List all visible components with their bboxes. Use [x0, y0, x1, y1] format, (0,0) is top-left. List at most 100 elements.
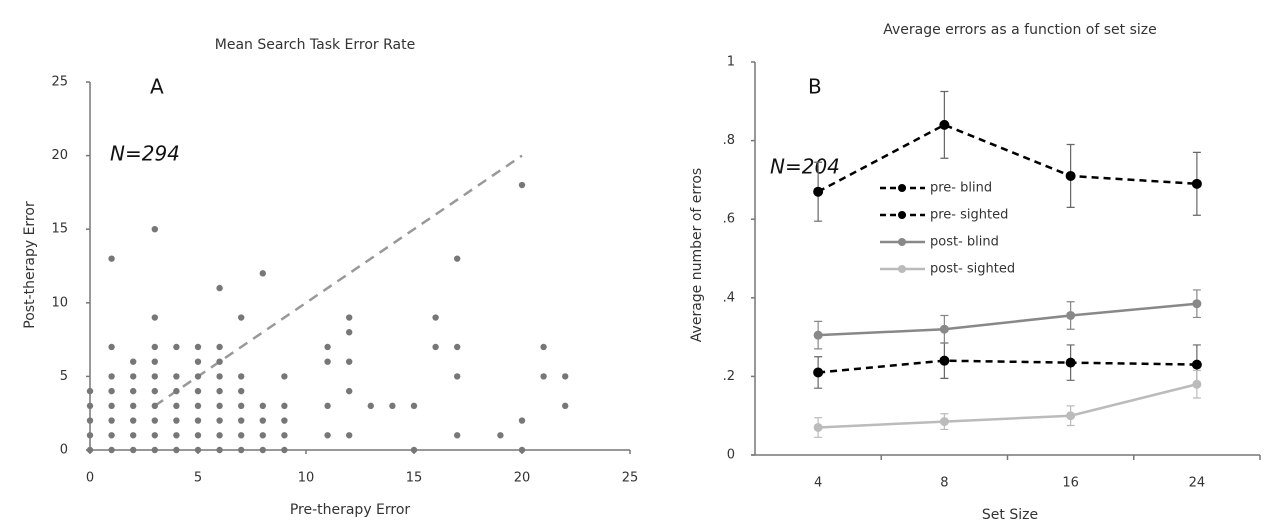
- scatter-point: [216, 432, 223, 439]
- scatter-point: [281, 432, 288, 439]
- annotation: N=204: [770, 155, 840, 179]
- legend-marker: [898, 238, 906, 246]
- scatter-point: [173, 417, 180, 424]
- x-axis-label: Pre-therapy Error: [290, 502, 411, 518]
- series-line: [817, 123, 1197, 193]
- series-line: [818, 359, 1197, 374]
- scatter-point: [151, 358, 158, 365]
- scatter-point: [130, 402, 137, 410]
- scatter-point: [130, 446, 137, 454]
- scatter-point: [108, 417, 115, 424]
- scatter-point: [454, 343, 461, 351]
- scatter-point: [151, 373, 158, 380]
- legend-marker: [898, 265, 906, 273]
- y-tick-label: 10: [51, 295, 68, 310]
- reference-line: [154, 154, 523, 407]
- x-tick-label: 0: [86, 471, 94, 486]
- scatter-point: [108, 432, 115, 439]
- scatter-point: [518, 446, 526, 454]
- scatter-point: [281, 402, 288, 410]
- scatter-point: [216, 343, 223, 351]
- scatter-point: [238, 402, 245, 410]
- y-tick-label: .6: [723, 212, 735, 227]
- scatter-point: [86, 387, 94, 395]
- data-point: [813, 422, 823, 432]
- scatter-point: [130, 417, 137, 424]
- legend-marker: [898, 211, 906, 219]
- scatter-point: [259, 417, 266, 424]
- data-point: [1191, 178, 1202, 189]
- data-point: [939, 417, 949, 427]
- scatter-point: [346, 314, 353, 321]
- scatter-point: [324, 432, 331, 439]
- y-tick-label: 25: [51, 75, 68, 90]
- x-tick-label: 24: [1189, 476, 1206, 491]
- x-tick-label: 5: [194, 471, 202, 486]
- legend-label: post- sighted: [930, 262, 1015, 277]
- scatter-point: [194, 343, 202, 351]
- scatter-point: [173, 373, 180, 380]
- scatter-point: [216, 446, 223, 454]
- x-tick-label: 15: [406, 471, 423, 486]
- data-point: [1192, 379, 1202, 389]
- scatter-point: [238, 432, 245, 439]
- data-point: [1065, 357, 1076, 368]
- scatter-point: [238, 373, 245, 380]
- scatter-point: [151, 343, 158, 351]
- scatter-point: [216, 358, 223, 365]
- scatter-point: [151, 417, 158, 424]
- y-axis-label: Post-therapy Error: [22, 201, 38, 329]
- scatter-point: [151, 226, 158, 233]
- legend-label: pre- sighted: [930, 208, 1008, 223]
- data-point: [939, 355, 950, 366]
- x-axis-label: Set Size: [982, 507, 1038, 523]
- data-point: [813, 330, 823, 340]
- x-tick-label: 4: [814, 476, 822, 491]
- scatter-point: [238, 314, 245, 321]
- y-axis-label: Average number of erros: [689, 168, 705, 342]
- scatter-point: [108, 343, 115, 351]
- data-point: [1191, 359, 1202, 370]
- scatter-point: [151, 446, 158, 454]
- scatter-point: [151, 432, 158, 439]
- scatter-point: [324, 343, 331, 351]
- scatter-point: [562, 373, 569, 380]
- legend-label: pre- blind: [930, 181, 992, 196]
- y-tick-label: 0: [727, 448, 735, 463]
- panel-label: B: [808, 75, 822, 99]
- x-tick-label: 25: [622, 471, 639, 486]
- scatter-point: [238, 387, 245, 395]
- data-point: [1066, 310, 1076, 320]
- scatter-point: [410, 446, 418, 454]
- scatter-point: [367, 402, 374, 410]
- scatter-point: [151, 402, 158, 410]
- annotation: N=294: [110, 142, 180, 166]
- scatter-point: [238, 446, 245, 454]
- scatter-point: [389, 402, 396, 410]
- series-line: [818, 302, 1197, 337]
- y-tick-label: 5: [60, 369, 68, 384]
- legend-marker: [898, 184, 906, 192]
- x-tick-label: 10: [298, 471, 315, 486]
- scatter-point: [518, 417, 526, 424]
- scatter-point: [432, 343, 439, 351]
- y-tick-label: .8: [723, 133, 735, 148]
- scatter-point: [130, 387, 137, 395]
- data-point: [939, 324, 949, 334]
- y-tick-label: 15: [51, 222, 68, 237]
- scatter-point: [173, 446, 180, 454]
- scatter-point: [194, 417, 202, 424]
- scatter-point: [540, 343, 547, 351]
- scatter-point: [540, 373, 547, 380]
- scatter-point: [86, 446, 94, 454]
- scatter-point: [130, 432, 137, 439]
- scatter-point: [454, 432, 461, 439]
- data-point: [813, 186, 824, 197]
- scatter-point: [173, 432, 180, 439]
- scatter-point: [216, 284, 223, 292]
- scatter-point: [86, 402, 94, 410]
- y-tick-label: 1: [727, 55, 735, 70]
- scatter-point: [216, 387, 223, 395]
- scatter-point: [86, 432, 94, 439]
- series-line: [818, 383, 1198, 429]
